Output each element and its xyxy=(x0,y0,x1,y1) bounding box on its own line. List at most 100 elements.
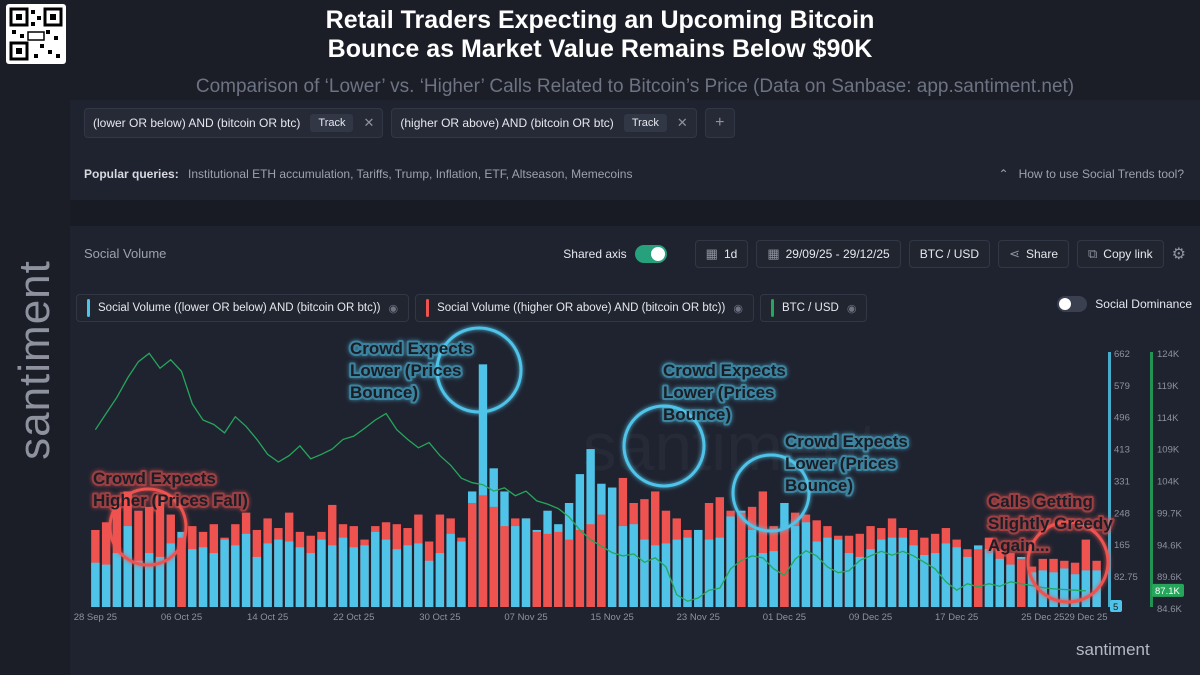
annotation-circle xyxy=(622,404,706,488)
bar-lower xyxy=(317,539,326,607)
bar-lower xyxy=(877,539,886,607)
bar-higher xyxy=(554,531,563,607)
close-icon[interactable]: ✕ xyxy=(363,115,375,130)
bar-lower xyxy=(424,560,434,607)
bar-lower xyxy=(995,558,1004,607)
track-button-higher[interactable]: Track xyxy=(623,114,667,132)
bar-lower xyxy=(844,553,854,607)
track-button-lower[interactable]: Track xyxy=(310,114,354,132)
bar-lower xyxy=(284,541,294,607)
social-dominance-control[interactable]: Social Dominance xyxy=(1057,296,1192,312)
y-left-tick-label: 248 xyxy=(1114,508,1130,519)
x-tick-label: 28 Sep 25 xyxy=(74,612,117,623)
annotation-circle xyxy=(731,453,811,533)
gear-icon[interactable]: ⚙ xyxy=(1171,246,1186,263)
y-right-tick-label: 99.7K xyxy=(1157,508,1182,519)
bar-higher xyxy=(155,495,165,607)
bar-lower xyxy=(629,524,638,607)
annotation-label: Lower (Prices xyxy=(663,383,775,402)
share-label: Share xyxy=(1025,247,1058,261)
y-right-tick-label: 84.6K xyxy=(1157,604,1182,615)
shared-axis-label: Shared axis xyxy=(563,247,627,261)
eye-icon[interactable]: ◉ xyxy=(733,302,743,315)
bar-lower xyxy=(295,547,305,607)
query-chip-lower[interactable]: (lower OR below) AND (bitcoin OR btc) Tr… xyxy=(84,108,384,138)
how-to-text: How to use Social Trends tool? xyxy=(1018,167,1184,181)
legend-chip-btc[interactable]: BTC / USD ◉ xyxy=(759,294,868,322)
bar-higher xyxy=(780,528,789,607)
y-left-tick-label: 662 xyxy=(1114,349,1130,360)
date-range-button[interactable]: ▦ 29/09/25 - 29/12/25 xyxy=(756,240,901,268)
bar-lower xyxy=(403,545,412,607)
bar-lower xyxy=(607,487,617,607)
x-tick-label: 30 Oct 25 xyxy=(419,612,460,623)
y-left-tick-label: 165 xyxy=(1114,540,1130,551)
bar-lower xyxy=(887,537,897,607)
legend-label-lower: Social Volume ((lower OR below) AND (bit… xyxy=(98,302,381,314)
y-right-tick-label: 124K xyxy=(1157,349,1180,360)
annotation-circle xyxy=(435,326,523,414)
bar-lower xyxy=(694,529,703,607)
y-left-tick-label: 579 xyxy=(1114,381,1130,392)
share-button[interactable]: ⋖ Share xyxy=(998,240,1069,268)
current-price-label: 87.1K xyxy=(1155,586,1180,597)
bar-higher xyxy=(177,537,186,607)
bar-lower xyxy=(747,529,757,607)
social-dominance-toggle[interactable] xyxy=(1057,296,1088,312)
annotation-label: Crowd Expects xyxy=(785,432,908,451)
pair-button[interactable]: BTC / USD xyxy=(908,240,991,268)
bar-lower xyxy=(1081,570,1091,607)
annotation-glow: Crowd Expects xyxy=(785,432,908,451)
plus-icon: + xyxy=(715,114,725,131)
bar-lower xyxy=(166,543,175,607)
x-tick-label: 01 Dec 25 xyxy=(763,612,806,623)
annotation-glow: Crowd Expects xyxy=(350,339,473,358)
copy-link-button[interactable]: ⧉ Copy link xyxy=(1077,240,1164,268)
legend-chip-lower[interactable]: Social Volume ((lower OR below) AND (bit… xyxy=(76,294,410,322)
annotation-glow: Bounce) xyxy=(663,405,731,424)
headline: Retail Traders Expecting an Upcoming Bit… xyxy=(150,6,1050,64)
bar-lower xyxy=(435,553,445,607)
shared-axis-toggle[interactable] xyxy=(634,245,667,263)
bar-lower xyxy=(209,553,219,607)
y-right-tick-label: 109K xyxy=(1157,445,1180,456)
section-divider xyxy=(70,200,1200,226)
how-to-link[interactable]: ⌃ How to use Social Trends tool? xyxy=(999,167,1185,181)
x-tick-label: 14 Oct 25 xyxy=(247,612,288,623)
x-tick-label: 09 Dec 25 xyxy=(849,612,892,623)
add-query-button[interactable]: + xyxy=(704,108,735,138)
x-tick-label: 07 Nov 25 xyxy=(504,612,547,623)
y-left-tick-label: 496 xyxy=(1114,413,1130,424)
annotation-label: Lower (Prices xyxy=(785,454,897,473)
qr-code-icon xyxy=(6,4,66,64)
bar-lower xyxy=(952,547,961,607)
bar-lower xyxy=(1049,572,1058,607)
annotation-label: Bounce) xyxy=(350,383,418,402)
headline-line-1: Retail Traders Expecting an Upcoming Bit… xyxy=(325,6,875,34)
annotation-label: Calls Getting xyxy=(988,492,1093,511)
interval-value: 1d xyxy=(723,247,738,261)
legend-chip-higher[interactable]: Social Volume ((higher OR above) AND (bi… xyxy=(415,294,754,322)
popular-queries-items[interactable]: Institutional ETH accumulation, Tariffs,… xyxy=(188,167,633,181)
eye-icon[interactable]: ◉ xyxy=(846,302,857,315)
query-chip-higher[interactable]: (higher OR above) AND (bitcoin OR btc) T… xyxy=(391,108,697,138)
annotation-label: Crowd Expects xyxy=(350,339,473,358)
x-tick-label: 15 Nov 25 xyxy=(590,612,633,623)
annotation-glow: Lower (Prices xyxy=(785,454,897,473)
bar-lower xyxy=(984,549,994,607)
annotation-label: Again... xyxy=(988,536,1049,555)
subtitle: Comparison of ‘Lower’ vs. ‘Higher’ Calls… xyxy=(195,76,1075,97)
bar-higher xyxy=(597,514,606,607)
bar-lower xyxy=(672,539,681,607)
bar-lower xyxy=(930,553,940,607)
bar-lower xyxy=(618,526,628,607)
interval-button[interactable]: ▦ 1d xyxy=(694,240,749,268)
x-tick-label: 25 Dec 25 xyxy=(1021,612,1064,623)
annotation-label: Bounce) xyxy=(663,405,731,424)
eye-icon[interactable]: ◉ xyxy=(388,302,399,315)
close-icon[interactable]: ✕ xyxy=(676,115,688,130)
bar-lower xyxy=(392,549,402,607)
date-range-value: 29/09/25 - 29/12/25 xyxy=(785,247,890,261)
bar-higher xyxy=(575,529,585,607)
